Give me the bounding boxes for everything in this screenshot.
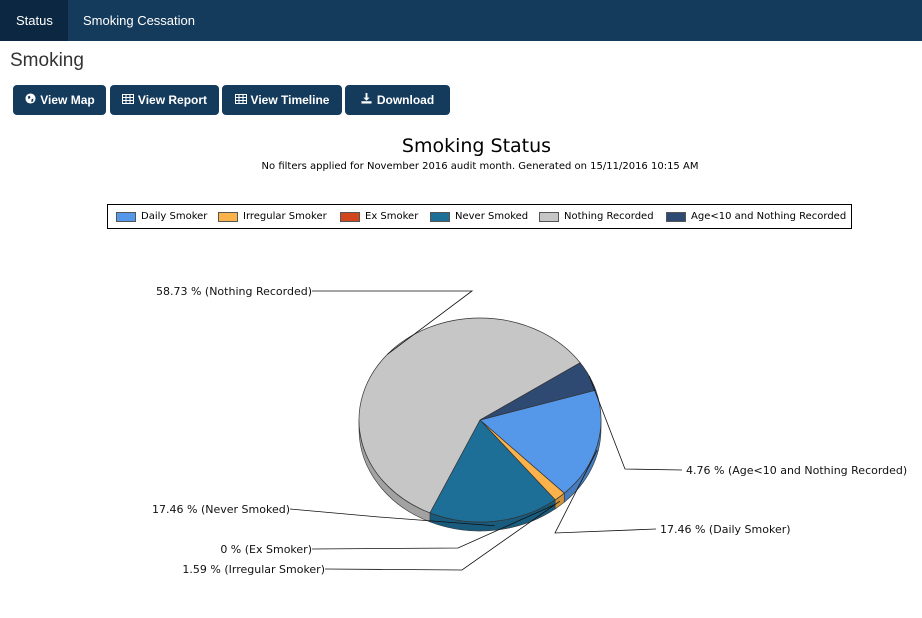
table-icon xyxy=(121,93,134,107)
leader-line-0 xyxy=(554,449,657,534)
legend-swatch xyxy=(116,211,136,222)
data-label-0: 17.46 % (Daily Smoker) xyxy=(660,523,791,536)
legend-swatch xyxy=(539,211,559,222)
chart-subtitle: No filters applied for November 2016 aud… xyxy=(261,161,699,172)
view-timeline-label: View Timeline xyxy=(250,93,330,107)
chart-title: Smoking Status xyxy=(401,135,552,157)
legend-label: Age<10 and Nothing Recorded xyxy=(691,211,847,222)
data-label-1: 1.59 % (Irregular Smoker) xyxy=(182,563,325,576)
data-label-4: 58.73 % (Nothing Recorded) xyxy=(156,285,312,298)
globe-icon xyxy=(24,93,36,107)
legend-item-irregular-smoker: Irregular Smoker xyxy=(218,211,327,222)
pie-chart: 17.46 % (Daily Smoker) 1.59 % (Irregular … xyxy=(152,285,907,576)
page-title: Smoking xyxy=(10,50,84,71)
legend-item-age-under-10: Age<10 and Nothing Recorded xyxy=(666,211,846,222)
legend-swatch xyxy=(218,211,238,222)
leader-line-5 xyxy=(588,375,683,471)
legend-item-nothing-recorded: Nothing Recorded xyxy=(539,211,654,222)
tab-status[interactable]: Status xyxy=(0,0,68,41)
legend-label: Ex Smoker xyxy=(365,211,419,222)
leader-line-3 xyxy=(289,508,495,527)
legend-label: Never Smoked xyxy=(455,211,529,222)
legend-label: Daily Smoker xyxy=(141,211,208,222)
chart-legend: Daily Smoker Irregular Smoker Ex Smoker … xyxy=(107,204,852,229)
legend-swatch xyxy=(340,211,360,222)
legend-swatch xyxy=(430,211,450,222)
legend-label: Irregular Smoker xyxy=(243,211,327,222)
view-map-button[interactable]: View Map xyxy=(13,85,106,115)
legend-item-ex-smoker: Ex Smoker xyxy=(340,211,418,222)
download-button[interactable]: Download xyxy=(345,85,450,115)
tab-smoking-cessation[interactable]: Smoking Cessation xyxy=(83,13,195,28)
legend-swatch xyxy=(666,211,686,222)
leader-line-4 xyxy=(312,290,474,355)
view-timeline-button[interactable]: View Timeline xyxy=(222,85,342,115)
view-map-label: View Map xyxy=(40,93,95,107)
legend-label: Nothing Recorded xyxy=(564,211,654,222)
leader-line-2 xyxy=(311,504,556,550)
download-icon xyxy=(361,93,373,107)
leader-line-1 xyxy=(324,500,561,571)
table-icon xyxy=(234,93,247,107)
data-label-3: 17.46 % (Never Smoked) xyxy=(152,503,290,516)
legend-item-daily-smoker: Daily Smoker xyxy=(116,211,207,222)
top-navigation: Status Smoking Cessation xyxy=(0,0,922,41)
data-label-5: 4.76 % (Age<10 and Nothing Recorded) xyxy=(686,464,907,477)
download-label: Download xyxy=(376,93,435,107)
legend-item-never-smoked: Never Smoked xyxy=(430,211,528,222)
view-report-button[interactable]: View Report xyxy=(110,85,219,115)
data-label-2: 0 % (Ex Smoker) xyxy=(220,543,312,556)
pie-slice-3 xyxy=(429,419,556,523)
view-report-label: View Report xyxy=(137,93,208,107)
